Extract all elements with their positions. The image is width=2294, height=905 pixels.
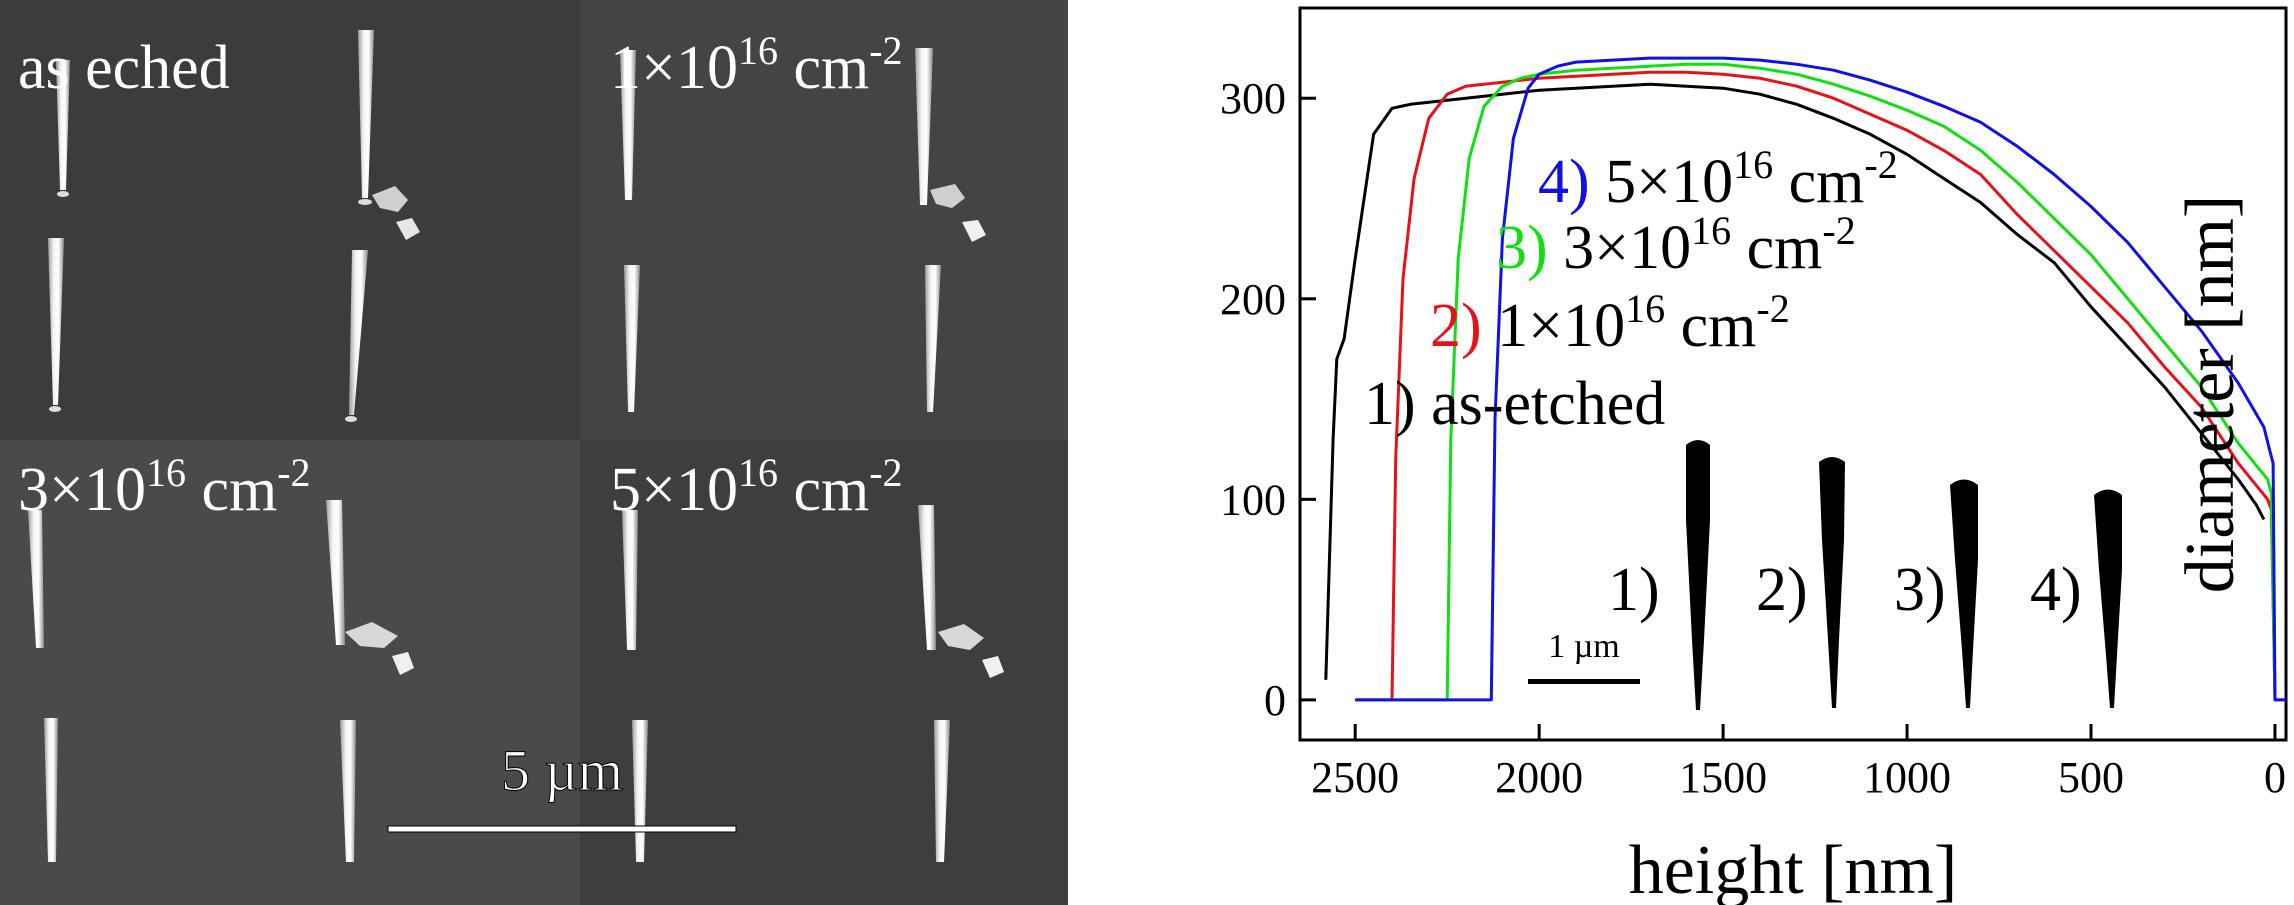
nanowire: [918, 505, 936, 650]
nanowire: [48, 238, 64, 405]
debris: [345, 622, 398, 648]
inset-scale-bar-label: 1 µm: [1548, 628, 1620, 665]
silhouette-2: [1819, 457, 1845, 708]
series-label-1: 1) as-etched: [1364, 370, 1665, 438]
sem-panel-as-etched: [0, 0, 580, 440]
silhouette-1: [1686, 440, 1710, 710]
sem-scale-bar: 5 µm: [387, 738, 737, 833]
y-axis-label: diameter [nm]: [2172, 195, 2249, 593]
series-label-1-number: 1): [1364, 370, 1416, 438]
axis-ticks: 2500 2000 1500 1000 500 0 0 100 200 300: [1220, 74, 2286, 802]
debris: [938, 624, 984, 650]
y-tick-label: 200: [1220, 275, 1286, 324]
series-line-4: [1355, 56, 2286, 702]
y-tick-label: 300: [1220, 74, 1286, 123]
nanowires-1e16: [620, 48, 986, 412]
series-lines: [1324, 56, 2286, 702]
inset-scale-bar: 1 µm: [1528, 628, 1640, 684]
debris: [930, 184, 965, 208]
nanowire: [349, 250, 368, 415]
inset-label-3: 3): [1894, 556, 1946, 624]
series-label-2-number: 2): [1430, 292, 1482, 360]
nanowire: [340, 720, 356, 862]
nanowire: [934, 720, 950, 862]
series-label-4-number: 4): [1538, 148, 1590, 216]
sem-panel-1e16: [580, 0, 1068, 440]
nanowire: [56, 60, 70, 190]
nanowire: [915, 48, 933, 205]
series-label-3-number: 3): [1496, 214, 1548, 282]
sem-label-3e16: 3×1016 cm-2: [18, 450, 311, 524]
nanowires-as-etched: [48, 30, 420, 422]
nanowire: [925, 265, 941, 412]
nanowire: [358, 30, 374, 198]
debris: [372, 186, 408, 212]
nanowire: [44, 718, 58, 862]
x-tick-label: 0: [2264, 753, 2286, 802]
diameter-height-chart: 2500 2000 1500 1000 500 0 0 100 200 300 height [n…: [1220, 6, 2288, 905]
y-tick-label: 0: [1264, 676, 1286, 725]
x-tick-label: 500: [2058, 753, 2124, 802]
sem-label-5e16: 5×1016 cm-2: [610, 450, 903, 524]
sem-label-as-etched: as eched: [18, 34, 230, 102]
series-line-2: [1355, 70, 2286, 702]
nanowires-3e16: [28, 500, 414, 862]
x-tick-label: 2500: [1311, 753, 1399, 802]
inset-label-1: 1): [1608, 556, 1660, 624]
inset-silhouettes: 1) 2) 3) 4) 1 µm: [1528, 440, 2122, 710]
y-tick-label: 100: [1220, 475, 1286, 524]
series-line-3: [1355, 62, 2286, 702]
nanowires-5e16: [622, 505, 1004, 862]
sem-scale-bar-label: 5 µm: [501, 738, 623, 803]
sem-label-1e16: 1×1016 cm-2: [610, 28, 903, 102]
debris: [982, 656, 1004, 678]
silhouette-4: [2094, 489, 2122, 708]
x-axis-label: height [nm]: [1629, 832, 1958, 905]
inset-label-2: 2): [1756, 556, 1808, 624]
x-tick-label: 1000: [1863, 753, 1951, 802]
series-label-2: 2) 1×1016 cm-2: [1430, 286, 1790, 360]
silhouette-3: [1950, 479, 1978, 708]
nanowire: [624, 265, 640, 412]
series-line-1: [1324, 82, 2266, 680]
plot-frame: [1298, 6, 2288, 742]
x-tick-label: 2000: [1495, 753, 1583, 802]
nanowire: [620, 50, 636, 200]
sem-image-panel: as eched 1×1016 cm-2 3×1016 cm-2 5×1016 …: [0, 0, 1068, 905]
debris: [396, 218, 420, 240]
debris: [392, 652, 414, 675]
x-tick-label: 1500: [1679, 753, 1767, 802]
nanowire: [326, 500, 345, 645]
series-label-3: 3) 3×1016 cm-2: [1496, 208, 1856, 282]
series-label-4: 4) 5×1016 cm-2: [1538, 142, 1898, 216]
inset-label-4: 4): [2030, 556, 2082, 624]
debris: [962, 220, 986, 242]
nanowire: [28, 510, 44, 648]
nanowire: [622, 510, 638, 650]
